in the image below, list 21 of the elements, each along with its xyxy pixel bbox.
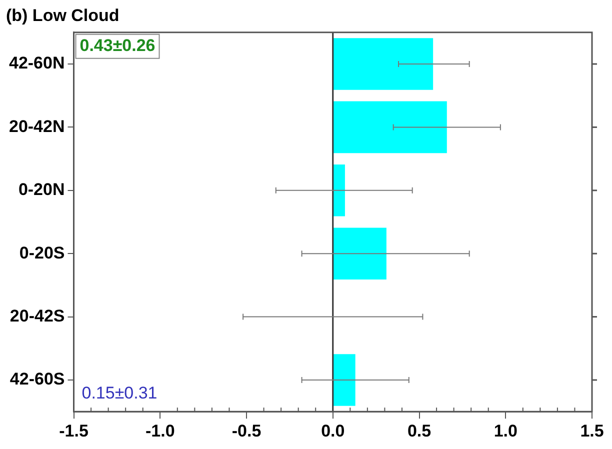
x-tick-label: -1.5 xyxy=(59,421,88,440)
x-tick-label: 0.5 xyxy=(407,421,432,440)
x-tick-label: -1.0 xyxy=(145,421,175,440)
y-tick-label: 20-42N xyxy=(8,116,65,136)
x-tick-label: 1.5 xyxy=(580,421,604,440)
y-tick-label: 20-42S xyxy=(10,306,65,326)
annotation: 0.43±0.26 xyxy=(80,36,156,56)
x-tick-label: 0.0 xyxy=(321,421,345,440)
x-tick-label: 1.0 xyxy=(494,421,518,440)
bar xyxy=(333,228,386,280)
bar xyxy=(333,354,356,406)
chart-title: (b) Low Cloud xyxy=(6,6,120,25)
bar xyxy=(333,101,447,154)
y-tick-label: 0-20S xyxy=(19,243,65,262)
bar xyxy=(333,38,434,90)
bar xyxy=(333,164,345,216)
y-tick-label: 0-20N xyxy=(18,180,65,200)
y-tick-label: 42-60N xyxy=(8,54,65,73)
x-tick-label: -0.5 xyxy=(232,421,262,440)
annotation: 0.15±0.31 xyxy=(82,383,158,402)
y-tick-label: 42-60S xyxy=(10,370,65,389)
